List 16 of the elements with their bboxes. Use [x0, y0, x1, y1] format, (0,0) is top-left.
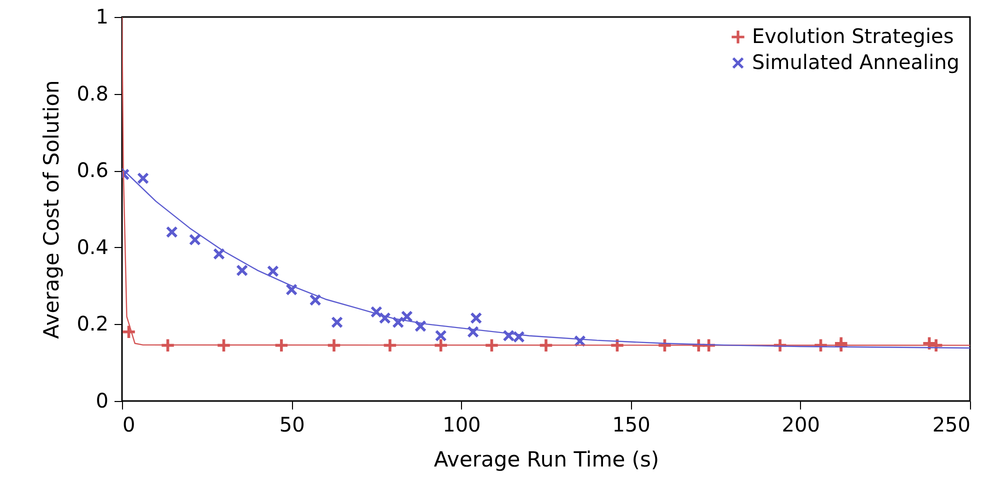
x-tick-label: 0 [122, 412, 136, 436]
legend-label: Evolution Strategies [752, 24, 954, 48]
x-tick-label: 50 [279, 412, 305, 436]
y-tick-label: 0.4 [76, 234, 108, 259]
y-axis-title: Average Cost of Solution [40, 80, 64, 339]
legend-label: Simulated Annealing [752, 50, 960, 74]
x-tick-label: 250 [932, 412, 970, 436]
x-tick-label: 150 [612, 412, 650, 436]
y-tick-label: 0.6 [76, 158, 108, 182]
x-tick-label: 100 [442, 412, 481, 436]
y-tick-label: 1 [96, 4, 108, 28]
y-tick-label: 0.8 [76, 81, 108, 106]
x-tick-label: 200 [782, 412, 820, 436]
y-tick-label: 0.2 [76, 312, 108, 336]
y-tick-label: 0 [96, 388, 108, 412]
x-axis-title: Average Run Time (s) [434, 448, 660, 472]
